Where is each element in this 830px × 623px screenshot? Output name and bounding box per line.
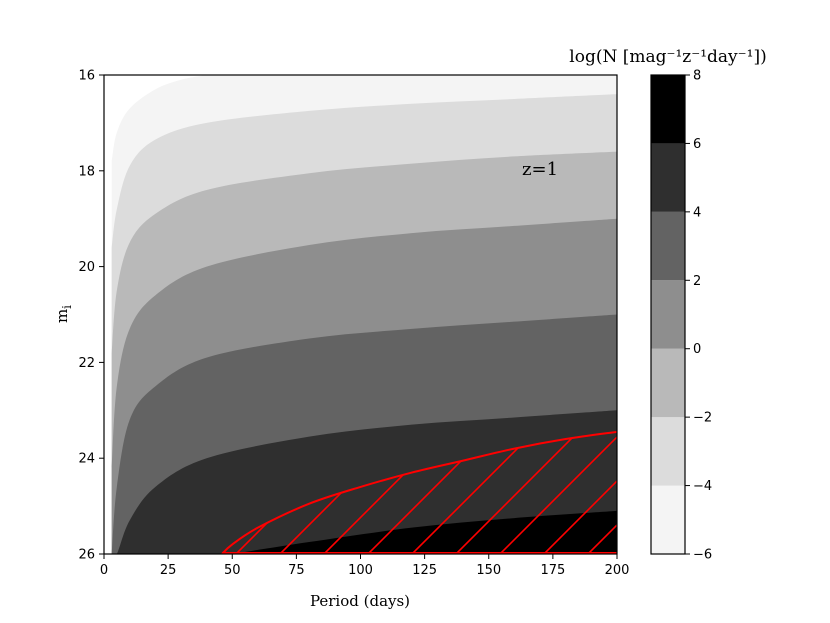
colorbar-tick-label: 4 <box>693 205 701 220</box>
colorbar-swatch <box>651 75 685 144</box>
hatch-line <box>808 234 830 554</box>
hatch-line <box>411 431 617 554</box>
hatch-line <box>543 431 617 554</box>
x-tick-label: 25 <box>160 563 177 578</box>
x-tick-label: 125 <box>412 563 437 578</box>
x-tick-label: 75 <box>288 563 305 578</box>
colorbar-tick-label: 6 <box>693 137 701 152</box>
contour-band-8 <box>232 510 617 554</box>
hatch-line <box>764 234 830 554</box>
x-tick-label: 50 <box>224 563 241 578</box>
y-tick-label: 26 <box>78 548 95 563</box>
colorbar-swatch <box>651 280 685 349</box>
hatch-line <box>0 234 28 554</box>
colorbar-swatch <box>651 348 685 418</box>
colorbar-ticks: −6 −4 −2 0 2 4 6 8 <box>685 69 712 563</box>
hatch-line <box>455 431 617 554</box>
x-tick-label: 100 <box>348 563 373 578</box>
hatch-line <box>323 431 617 554</box>
colorbar-tick-label: −6 <box>693 548 712 563</box>
colorbar-swatch <box>651 211 685 281</box>
hatch-line <box>0 234 116 554</box>
hatch-line <box>0 234 72 554</box>
hatch-line <box>587 431 617 554</box>
colorbar-frame <box>650 74 686 555</box>
y-tick-label: 20 <box>78 260 95 275</box>
colorbar-swatch <box>651 485 685 554</box>
hatch-line <box>499 431 617 554</box>
x-axis-label: Period (days) <box>310 592 410 610</box>
hatch-line <box>720 234 830 554</box>
colorbar <box>651 75 685 554</box>
colorbar-tick-label: 0 <box>693 342 701 357</box>
colorbar-swatch <box>651 417 685 486</box>
y-axis-label: mi <box>53 305 74 323</box>
hatch-line <box>279 431 601 554</box>
y-tick-label: 18 <box>78 164 95 179</box>
x-axis: 0 25 50 75 100 125 150 175 200 <box>100 554 630 578</box>
x-tick-label: 150 <box>476 563 501 578</box>
x-tick-label: 0 <box>100 563 108 578</box>
y-tick-label: 16 <box>78 69 95 84</box>
colorbar-tick-label: −4 <box>693 479 712 494</box>
hatch-line <box>367 431 617 554</box>
colorbar-tick-label: −2 <box>693 411 712 426</box>
contour-fills <box>111 75 617 554</box>
colorbar-title: log(N [mag⁻¹z⁻¹day⁻¹]) <box>569 47 766 67</box>
colorbar-swatch <box>651 143 685 212</box>
contour-band-6 <box>111 410 617 554</box>
colorbar-tick-label: 8 <box>693 69 701 84</box>
x-tick-label: 200 <box>605 563 630 578</box>
y-axis: 16 18 20 22 24 26 <box>78 69 104 563</box>
x-tick-label: 175 <box>540 563 565 578</box>
colorbar-tick-label: 2 <box>693 274 701 289</box>
y-tick-label: 22 <box>78 356 95 371</box>
hatch-boundary <box>221 430 617 554</box>
y-tick-label: 24 <box>78 452 95 467</box>
redshift-annotation: z=1 <box>522 159 558 180</box>
